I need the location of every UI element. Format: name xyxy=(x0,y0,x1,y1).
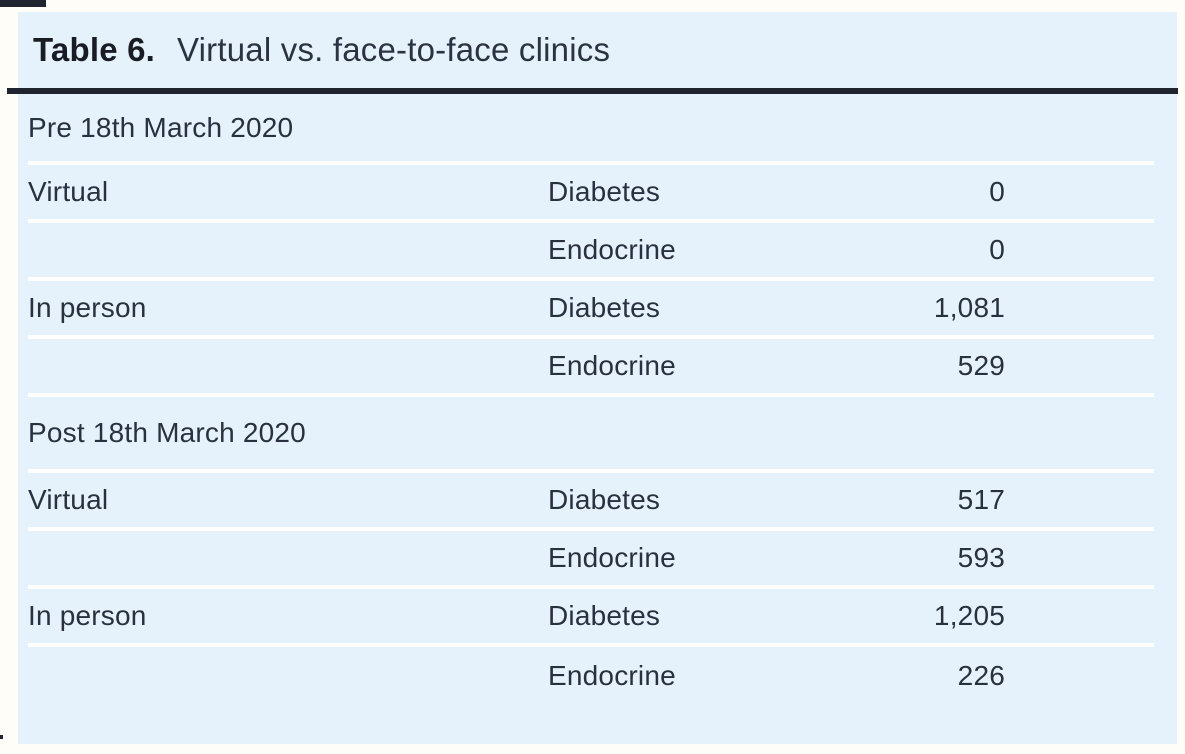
value-cell: 1,205 xyxy=(933,600,1005,631)
table-row: Endocrine 593 xyxy=(28,531,1154,589)
table-row: Endocrine 529 xyxy=(28,339,1154,397)
category-cell: Endocrine xyxy=(548,234,676,265)
crop-border-fragment-bottom xyxy=(0,735,3,739)
table-number-label: Table 6. xyxy=(33,31,156,68)
section-pre: Pre 18th March 2020 Virtual Diabetes 0 E… xyxy=(28,94,1154,397)
category-cell: Endocrine xyxy=(548,350,676,381)
table-row: Endocrine 226 xyxy=(28,647,1154,705)
title-divider-rule xyxy=(7,88,1178,94)
category-cell: Endocrine xyxy=(548,660,676,691)
table-row: In person Diabetes 1,205 xyxy=(28,589,1154,647)
table-row: Virtual Diabetes 517 xyxy=(28,473,1154,531)
table-panel: Table 6. Virtual vs. face-to-face clinic… xyxy=(18,12,1177,744)
table-caption: Virtual vs. face-to-face clinics xyxy=(177,31,611,68)
value-cell: 593 xyxy=(957,542,1005,573)
category-cell: Endocrine xyxy=(548,542,676,573)
value-cell: 0 xyxy=(989,234,1005,265)
table-row: Endocrine 0 xyxy=(28,223,1154,281)
value-cell: 1,081 xyxy=(933,292,1005,323)
table-title: Table 6. Virtual vs. face-to-face clinic… xyxy=(18,12,1177,88)
value-cell: 0 xyxy=(989,176,1005,207)
group-cell: In person xyxy=(28,292,147,323)
value-cell: 226 xyxy=(957,660,1005,691)
section-header-pre: Pre 18th March 2020 xyxy=(28,94,1154,165)
table-row: Virtual Diabetes 0 xyxy=(28,165,1154,223)
value-cell: 517 xyxy=(957,484,1005,515)
section-header-post: Post 18th March 2020 xyxy=(28,397,1154,473)
table-row: In person Diabetes 1,081 xyxy=(28,281,1154,339)
crop-border-fragment-top xyxy=(0,0,46,7)
group-cell: Virtual xyxy=(28,484,109,515)
group-cell: In person xyxy=(28,600,147,631)
category-cell: Diabetes xyxy=(548,600,661,631)
category-cell: Diabetes xyxy=(548,484,661,515)
table-body: Pre 18th March 2020 Virtual Diabetes 0 E… xyxy=(28,94,1154,705)
category-cell: Diabetes xyxy=(548,176,661,207)
value-cell: 529 xyxy=(957,350,1005,381)
section-post: Post 18th March 2020 Virtual Diabetes 51… xyxy=(28,397,1154,705)
group-cell: Virtual xyxy=(28,176,109,207)
category-cell: Diabetes xyxy=(548,292,661,323)
